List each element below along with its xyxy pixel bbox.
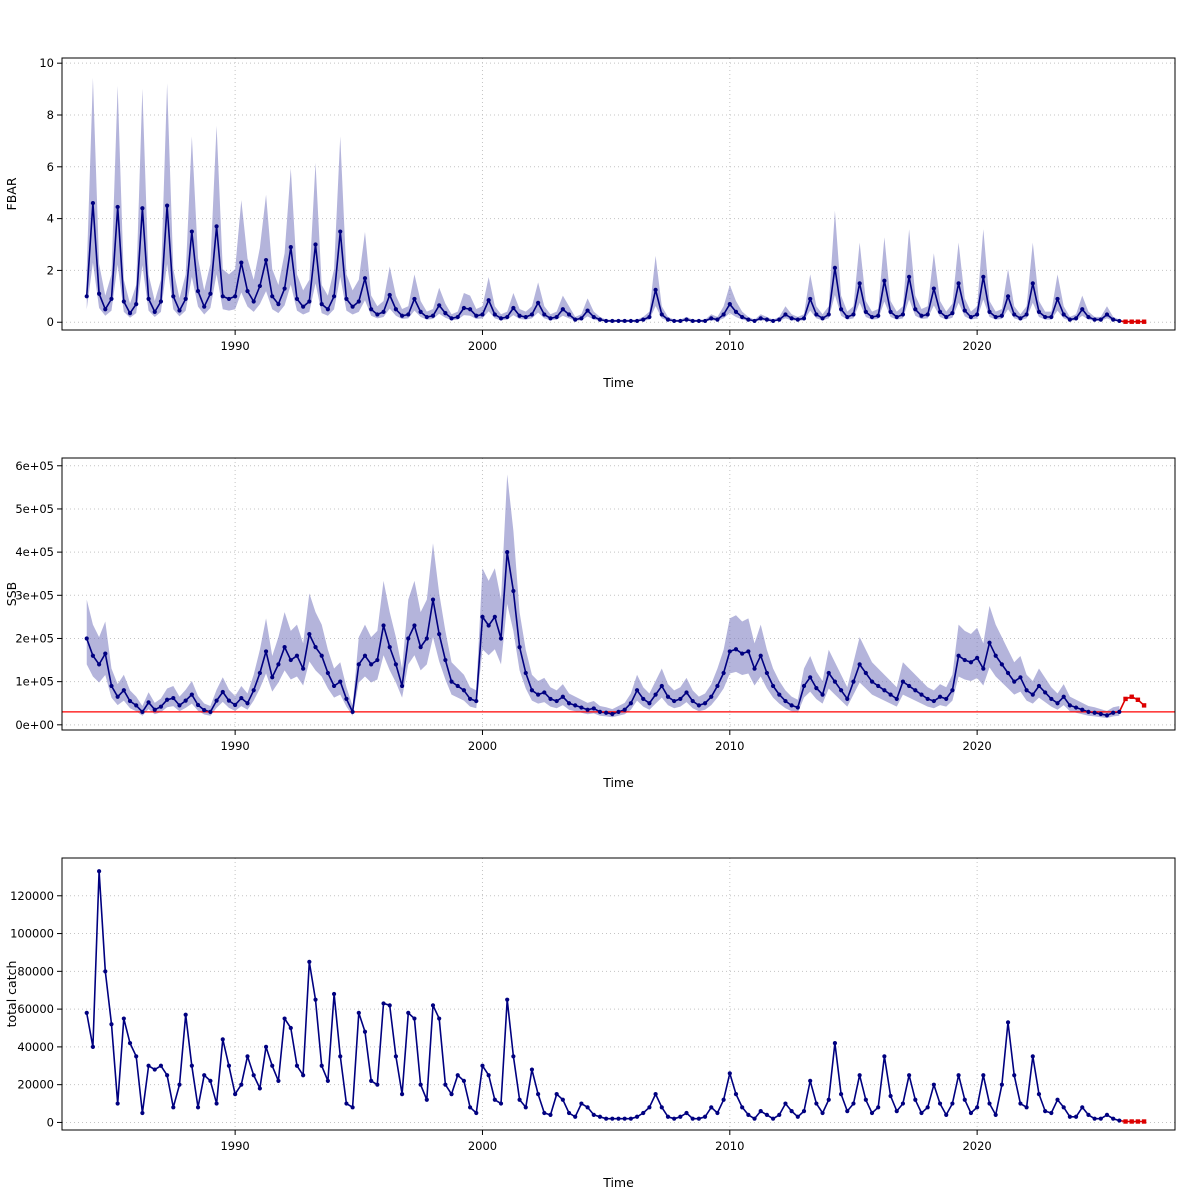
- svg-text:2000: 2000: [468, 339, 497, 353]
- svg-text:5e+05: 5e+05: [15, 502, 54, 516]
- svg-text:3e+05: 3e+05: [15, 588, 54, 602]
- ssb-chart: 1990 2000 2010 2020 0e+00 1e+05 2e+05 3e+05 4e+0…: [4, 457, 1176, 790]
- svg-text:10: 10: [39, 56, 54, 70]
- svg-text:6e+05: 6e+05: [15, 459, 54, 473]
- svg-text:60000: 60000: [17, 1002, 54, 1016]
- svg-text:4e+05: 4e+05: [15, 545, 54, 559]
- svg-text:Time: Time: [602, 1175, 634, 1190]
- svg-text:4: 4: [47, 212, 54, 226]
- svg-text:0: 0: [47, 1115, 54, 1129]
- svg-text:2000: 2000: [468, 739, 497, 753]
- svg-text:2010: 2010: [715, 339, 744, 353]
- svg-text:8: 8: [47, 108, 54, 122]
- svg-text:2: 2: [47, 263, 54, 277]
- svg-text:2000: 2000: [468, 1139, 497, 1153]
- svg-text:2020: 2020: [962, 1139, 991, 1153]
- svg-text:2020: 2020: [962, 339, 991, 353]
- svg-text:1990: 1990: [220, 339, 249, 353]
- svg-text:80000: 80000: [17, 964, 54, 978]
- svg-text:1e+05: 1e+05: [15, 675, 54, 689]
- svg-text:Time: Time: [602, 375, 634, 390]
- svg-text:2010: 2010: [715, 1139, 744, 1153]
- fbar-chart: 1990 2000 2010 2020 0 2 4 6 8 10 Time FBAR: [4, 56, 1176, 390]
- svg-text:2010: 2010: [715, 739, 744, 753]
- svg-text:Time: Time: [602, 775, 634, 790]
- ssb-panel: 1990 2000 2010 2020 0e+00 1e+05 2e+05 3e+05 4e+0…: [0, 400, 1200, 800]
- svg-text:2e+05: 2e+05: [15, 631, 54, 645]
- svg-text:1990: 1990: [220, 739, 249, 753]
- fbar-panel: 1990 2000 2010 2020 0 2 4 6 8 10 Time FBAR: [0, 0, 1200, 400]
- total-catch-panel: 1990 2000 2010 2020 0 20000 40000 60000 80000 100…: [0, 800, 1200, 1200]
- svg-text:0: 0: [47, 315, 54, 329]
- svg-text:100000: 100000: [10, 927, 54, 941]
- svg-text:SSB: SSB: [4, 582, 19, 606]
- svg-text:20000: 20000: [17, 1078, 54, 1092]
- svg-text:0e+00: 0e+00: [15, 718, 54, 732]
- total-catch-chart: 1990 2000 2010 2020 0 20000 40000 60000 80000 100…: [4, 857, 1176, 1190]
- svg-text:1990: 1990: [220, 1139, 249, 1153]
- svg-text:6: 6: [47, 160, 54, 174]
- svg-text:2020: 2020: [962, 739, 991, 753]
- svg-text:total catch: total catch: [4, 961, 19, 1028]
- svg-text:40000: 40000: [17, 1040, 54, 1054]
- svg-text:120000: 120000: [10, 889, 54, 903]
- svg-text:FBAR: FBAR: [4, 177, 19, 210]
